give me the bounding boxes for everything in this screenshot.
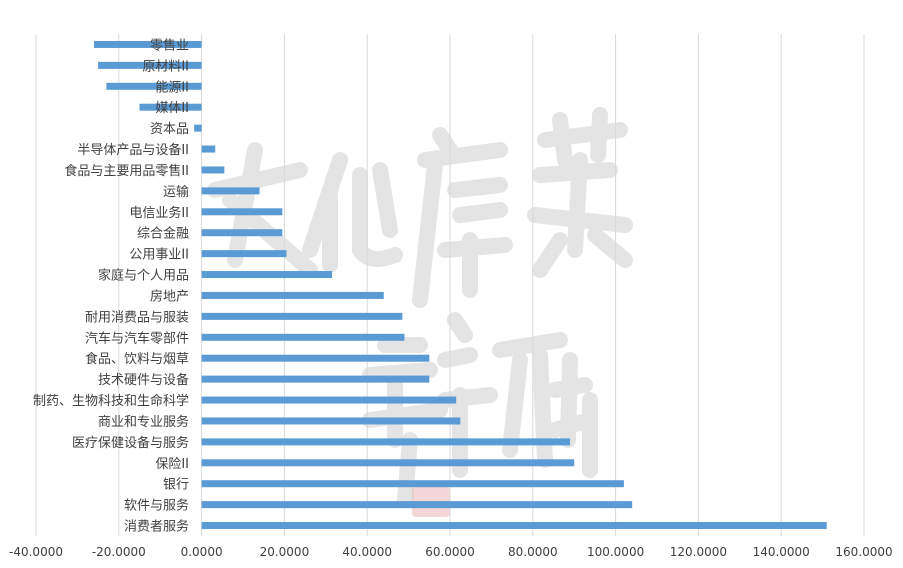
x-tick-label: 100.0000 <box>587 545 644 559</box>
bar <box>201 417 461 425</box>
category-label: 公用事业II <box>129 248 189 263</box>
category-label: 房地产 <box>150 288 189 304</box>
x-tick-label: 160.0000 <box>835 545 892 559</box>
category-label: 耐用消费品与服装 <box>85 310 189 325</box>
bar <box>201 166 225 174</box>
x-tick-label: -20.0000 <box>92 545 146 559</box>
bar <box>201 271 333 279</box>
bar <box>201 480 624 488</box>
category-label: 食品、饮料与烟草 <box>85 351 189 367</box>
category-label: 技术硬件与设备 <box>98 372 189 388</box>
x-tick-label: 0.0000 <box>181 545 223 559</box>
category-label: 医疗保健设备与服务 <box>72 435 189 451</box>
bar <box>201 438 571 446</box>
bar <box>201 291 384 299</box>
category-label: 综合金融 <box>137 226 189 242</box>
bars <box>93 40 827 530</box>
category-label: 原材料II <box>142 59 189 74</box>
category-label: 食品与主要用品零售II <box>64 163 189 179</box>
category-label: 运输 <box>163 184 189 200</box>
x-tick-label: -40.0000 <box>9 545 63 559</box>
category-label: 电信业务II <box>129 205 189 221</box>
category-label: 软件与服务 <box>124 498 189 514</box>
bar <box>201 229 283 237</box>
category-label: 商业和专业服务 <box>98 414 189 430</box>
x-tick-label: 120.0000 <box>670 545 727 559</box>
x-tick-label: 140.0000 <box>753 545 810 559</box>
bar <box>201 187 260 195</box>
category-label: 消费者服务 <box>124 519 189 535</box>
gridlines <box>35 34 865 536</box>
bar <box>201 250 287 258</box>
x-tick-label: 40.0000 <box>342 545 392 559</box>
x-tick-label: 60.0000 <box>425 545 475 559</box>
category-label: 汽车与汽车零部件 <box>85 330 189 346</box>
category-label: 银行 <box>163 478 189 493</box>
category-label: 资本品 <box>150 122 189 137</box>
category-label: 零售业 <box>150 37 189 53</box>
category-label: 保险II <box>155 457 189 472</box>
x-tick-label: 80.0000 <box>508 545 558 559</box>
bar <box>106 82 202 90</box>
category-label: 家庭与个人用品 <box>98 268 189 284</box>
bar <box>98 61 202 69</box>
category-label: 半导体产品与设备II <box>77 142 189 158</box>
bar <box>201 333 405 341</box>
bar <box>201 354 430 362</box>
bar <box>201 145 216 153</box>
bar <box>194 124 202 132</box>
watermark <box>207 107 633 508</box>
bar <box>139 103 202 111</box>
bar <box>201 312 403 320</box>
bar <box>201 208 283 216</box>
category-label: 能源II <box>155 80 189 95</box>
x-tick-labels: -40.0000 -20.0000 0.0000 20.0000 40.0000 60.0… <box>9 545 893 559</box>
bar <box>201 375 430 383</box>
bar <box>201 459 575 467</box>
bar <box>201 501 633 509</box>
category-label: 媒体II <box>155 101 189 116</box>
bar <box>201 396 457 404</box>
bar <box>201 522 827 530</box>
x-tick-label: 20.0000 <box>260 545 310 559</box>
bar <box>93 40 202 48</box>
category-label: 制药、生物科技和生命科学 <box>33 393 189 409</box>
